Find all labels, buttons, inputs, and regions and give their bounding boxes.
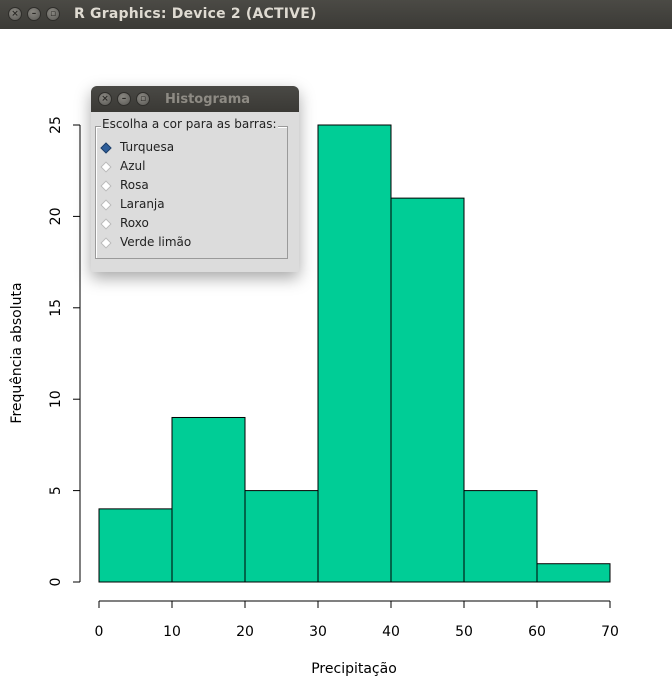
histogram-dialog: × – ▫ Histograma Escolha a cor para as b… (91, 86, 299, 272)
histogram-bar (536, 563, 611, 583)
histogram-plot: 0 10 20 30 40 50 60 70 0 5 10 15 20 25 Precipitação Fre… (9, 116, 619, 677)
radio-label: Rosa (120, 178, 149, 192)
histogram-bar (317, 124, 392, 583)
dialog-title: Histograma (165, 92, 251, 107)
radio-label: Azul (120, 159, 146, 173)
histogram-bar (463, 490, 538, 583)
x-tick-label: 30 (309, 624, 327, 640)
close-icon[interactable]: × (8, 7, 22, 21)
radio-label: Laranja (120, 197, 165, 211)
window-titlebar[interactable]: × – ▫ R Graphics: Device 2 (ACTIVE) (0, 0, 672, 29)
minimize-icon[interactable]: – (27, 7, 41, 21)
x-axis-title: Precipitação (311, 661, 397, 677)
y-tick-label: 20 (48, 207, 64, 225)
radio-label: Roxo (120, 216, 149, 230)
x-tick-label: 20 (236, 624, 254, 640)
histogram-bar (98, 508, 173, 583)
dialog-close-icon[interactable]: × (98, 92, 112, 106)
histogram-bar (244, 490, 319, 583)
x-tick-label: 10 (163, 624, 181, 640)
y-tick-label: 25 (48, 116, 64, 134)
dialog-minimize-icon[interactable]: – (117, 92, 131, 106)
histogram-bar (390, 197, 465, 583)
dialog-maximize-icon[interactable]: ▫ (136, 92, 150, 106)
maximize-icon[interactable]: ▫ (46, 7, 60, 21)
x-tick-label: 60 (528, 624, 546, 640)
dialog-titlebar[interactable]: × – ▫ Histograma (91, 86, 299, 112)
radio-label: Verde limão (120, 235, 192, 249)
x-tick-label: 40 (382, 624, 400, 640)
window-title: R Graphics: Device 2 (ACTIVE) (74, 6, 317, 22)
y-axis-title: Frequência absoluta (9, 282, 25, 423)
x-tick-label: 70 (601, 624, 619, 640)
color-group-label: Escolha a cor para as barras: (101, 117, 278, 131)
histogram-bar (171, 416, 246, 583)
y-tick-label: 0 (48, 578, 64, 587)
y-tick-label: 15 (48, 299, 64, 317)
x-tick-label: 0 (95, 624, 104, 640)
x-tick-label: 50 (455, 624, 473, 640)
radio-label: Turquesa (120, 140, 175, 154)
y-tick-label: 5 (48, 486, 64, 495)
y-tick-label: 10 (48, 390, 64, 408)
